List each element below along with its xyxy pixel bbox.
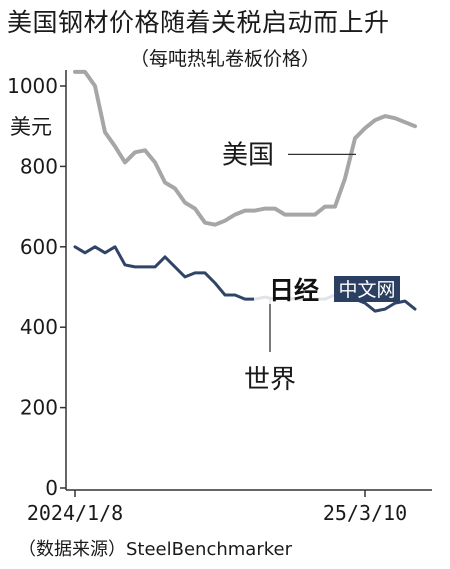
- logo-background: [254, 276, 334, 304]
- y-tick-label: 200: [20, 396, 58, 420]
- y-tick-label: 1000: [7, 74, 58, 98]
- chart-subtitle: （每吨热轧卷板价格）: [129, 48, 320, 70]
- y-tick-label: 0: [45, 476, 58, 500]
- us-series-label: 美国: [222, 140, 274, 170]
- y-tick-label: 400: [20, 315, 58, 339]
- logo-badge: [334, 276, 400, 302]
- world-series-label: 世界: [244, 365, 296, 395]
- logo-main-text: 日经: [269, 276, 319, 305]
- y-tick-label: 800: [20, 154, 58, 178]
- y-tick-label: 600: [20, 235, 58, 259]
- data-source: （数据来源）SteelBenchmarker: [18, 539, 292, 560]
- chart-title: 美国钢材价格随着关税启动而上升: [7, 8, 390, 37]
- nikkei-logo: 日经 中文网: [254, 276, 400, 305]
- logo-sub-text: 中文网: [338, 279, 395, 301]
- y-axis-label: 美元: [10, 115, 52, 139]
- x-tick-label: 25/3/10: [323, 501, 407, 525]
- us-price-line: [73, 69, 417, 227]
- x-tick-label: 2024/1/8: [27, 501, 123, 525]
